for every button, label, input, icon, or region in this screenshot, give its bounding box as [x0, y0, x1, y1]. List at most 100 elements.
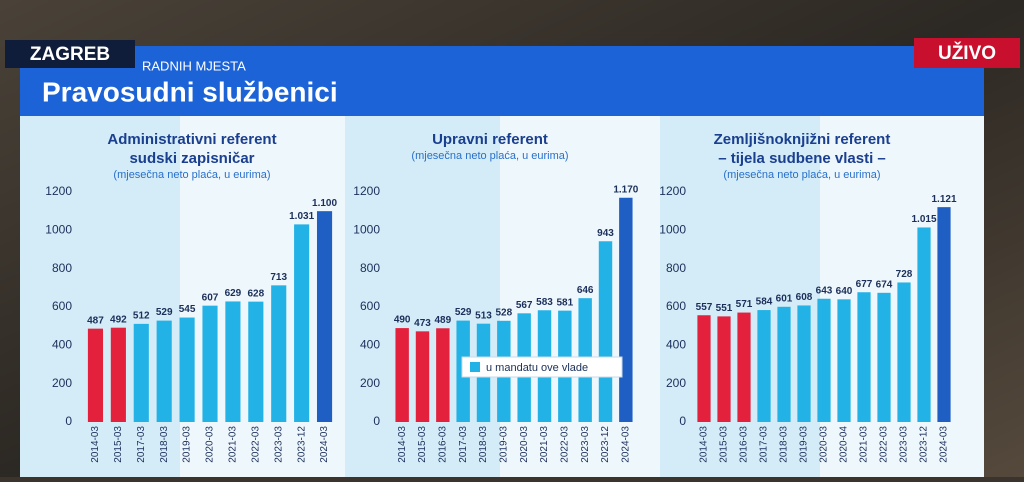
bar	[87, 328, 104, 422]
value-label: 528	[495, 307, 512, 318]
y-tick-label: 1000	[353, 223, 380, 237]
x-tick-label: 2014-03	[699, 426, 710, 463]
chart-subtitle: (mjesečna neto plaća, u eurima)	[411, 150, 568, 162]
slide-header	[20, 46, 984, 116]
value-label: 557	[696, 302, 713, 313]
y-tick-label: 0	[373, 414, 380, 428]
chart-title: Administrativni referent	[107, 131, 276, 148]
value-label: 490	[394, 315, 411, 326]
value-label: 489	[434, 315, 451, 326]
y-tick-label: 600	[360, 299, 380, 313]
bar	[777, 306, 791, 422]
legend-label: u mandatu ove vlade	[486, 362, 588, 374]
bar	[316, 211, 333, 422]
bar	[857, 292, 871, 422]
bar	[294, 224, 310, 422]
y-tick-label: 800	[666, 261, 686, 275]
bar	[395, 328, 409, 422]
y-tick-label: 200	[52, 376, 72, 390]
value-label: 487	[87, 315, 104, 326]
x-tick-label: 2017-03	[136, 426, 147, 463]
value-label: 646	[577, 285, 594, 296]
x-tick-label: 2022-03	[250, 426, 261, 463]
value-label: 512	[133, 311, 150, 322]
chart-title: – tijela sudbene vlasti –	[718, 150, 886, 167]
value-label: 674	[876, 279, 893, 290]
bar	[817, 298, 831, 422]
legend-box	[461, 356, 623, 378]
x-tick-label: 2017-03	[759, 426, 770, 463]
bar	[619, 197, 633, 422]
value-label: 1.015	[911, 214, 936, 225]
y-tick-label: 0	[679, 414, 686, 428]
x-tick-label: 2018-03	[478, 426, 489, 463]
x-tick-label: 2024-03	[620, 426, 631, 463]
x-tick-label: 2021-03	[539, 426, 550, 463]
chart-title: Upravni referent	[432, 131, 548, 148]
bar	[156, 320, 172, 422]
x-tick-label: 2015-03	[719, 426, 730, 463]
x-tick-label: 2015-03	[113, 426, 124, 463]
bar	[757, 310, 771, 422]
x-tick-label: 2019-03	[799, 426, 810, 463]
bar	[697, 315, 711, 422]
bar	[917, 227, 931, 422]
x-tick-label: 2017-03	[458, 426, 469, 463]
x-tick-label: 2015-03	[417, 426, 428, 463]
y-tick-label: 0	[65, 414, 72, 428]
value-label: 1.121	[931, 194, 956, 205]
x-tick-label: 2024-03	[939, 426, 950, 463]
y-tick-label: 400	[360, 338, 380, 352]
x-tick-label: 2020-04	[839, 426, 850, 463]
x-tick-label: 2020-03	[519, 426, 530, 463]
value-label: 583	[536, 297, 553, 308]
value-label: 1.100	[312, 198, 337, 209]
header-kicker: RADNIH MJESTA	[142, 58, 246, 73]
legend-swatch	[470, 362, 480, 372]
chart-title: sudski zapisničar	[129, 150, 254, 167]
y-tick-label: 600	[52, 299, 72, 313]
bar	[415, 331, 430, 422]
bar	[837, 299, 851, 422]
y-tick-label: 600	[666, 299, 686, 313]
value-label: 640	[836, 286, 853, 297]
value-label: 601	[776, 293, 793, 304]
y-tick-label: 800	[52, 261, 72, 275]
bar	[248, 301, 264, 422]
value-label: 608	[796, 292, 813, 303]
x-tick-label: 2021-03	[228, 426, 239, 463]
bar	[937, 207, 951, 422]
value-label: 529	[455, 307, 472, 318]
bar	[797, 305, 811, 422]
value-label: 643	[816, 285, 833, 296]
bar	[598, 241, 613, 422]
x-tick-label: 2019-03	[498, 426, 509, 463]
x-tick-label: 2016-03	[739, 426, 750, 463]
y-tick-label: 1000	[45, 223, 72, 237]
live-badge	[914, 38, 1020, 68]
bar	[897, 282, 911, 422]
bar	[133, 323, 149, 422]
x-tick-label: 2016-03	[437, 426, 448, 463]
x-tick-label: 2020-03	[205, 426, 216, 463]
x-tick-label: 2023-03	[580, 426, 591, 463]
value-label: 567	[516, 300, 533, 311]
value-label: 529	[156, 307, 173, 318]
x-tick-label: 2014-03	[90, 426, 101, 463]
value-label: 629	[225, 288, 242, 299]
value-label: 571	[736, 299, 753, 310]
value-label: 728	[896, 269, 913, 280]
chart-subtitle: (mjesečna neto plaća, u eurima)	[723, 169, 880, 181]
bar	[202, 305, 218, 422]
y-tick-label: 400	[52, 338, 72, 352]
x-tick-label: 2024-03	[319, 426, 330, 463]
x-tick-label: 2014-03	[397, 426, 408, 463]
y-tick-label: 1200	[353, 184, 380, 198]
charts: Administrativni referent sudski zapisniča…	[45, 131, 957, 463]
value-label: 581	[556, 297, 573, 308]
bar	[179, 317, 195, 422]
y-tick-label: 1200	[45, 184, 72, 198]
value-label: 628	[247, 288, 264, 299]
y-tick-label: 1200	[659, 184, 686, 198]
